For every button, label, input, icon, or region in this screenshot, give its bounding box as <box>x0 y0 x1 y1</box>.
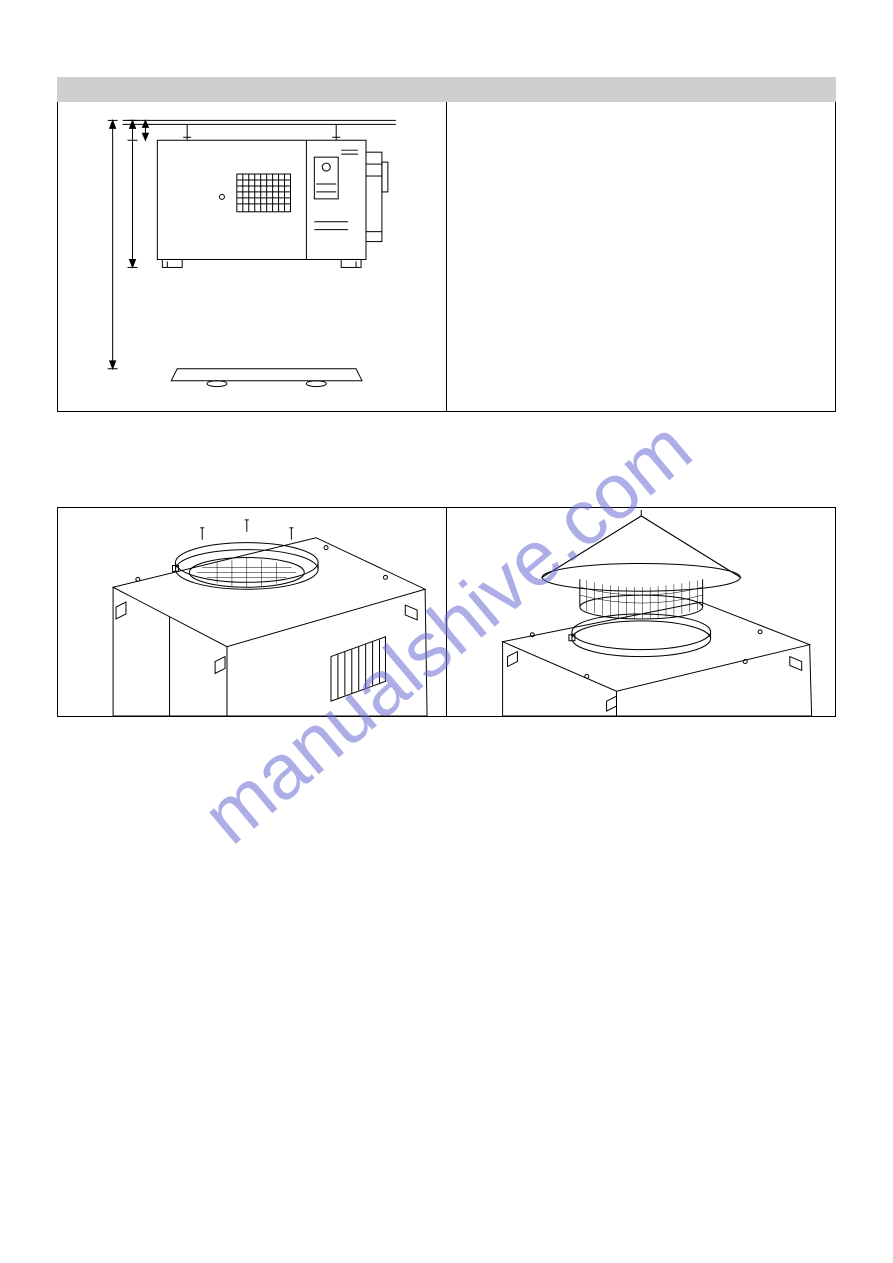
section-2-left-cell <box>58 508 447 716</box>
duct-collar-diagram <box>58 508 446 716</box>
section-1-left-cell <box>58 102 447 411</box>
section-1-header-bar <box>57 77 836 102</box>
section-2-table <box>57 507 836 717</box>
section-1-body <box>57 102 836 412</box>
section-1-right-cell <box>447 102 836 411</box>
clearance-top-view-diagram <box>58 102 446 411</box>
rain-cap-diagram <box>447 508 836 716</box>
page: manualshive.com <box>0 0 893 1263</box>
section-1-table <box>57 77 836 412</box>
section-2-right-cell <box>447 508 836 716</box>
